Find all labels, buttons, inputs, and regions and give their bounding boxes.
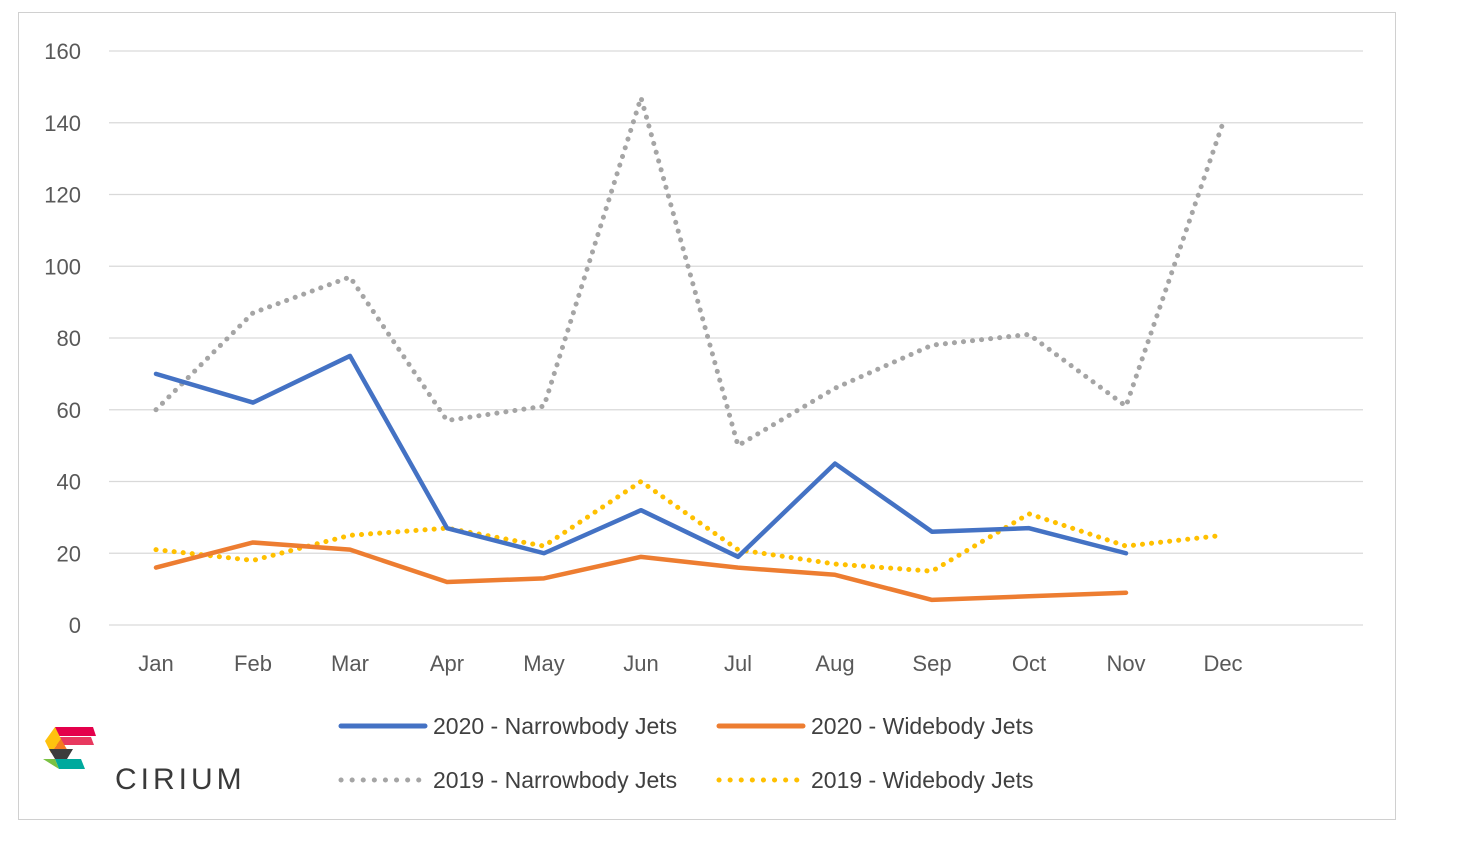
x-tick-label: Apr <box>430 651 464 676</box>
legend-item-0: 2020 - Narrowbody Jets <box>338 713 677 739</box>
y-tick-label: 140 <box>44 111 81 136</box>
x-tick-label: Dec <box>1203 651 1242 676</box>
x-tick-label: Sep <box>912 651 951 676</box>
x-tick-label: Oct <box>1012 651 1046 676</box>
legend-label: 2019 - Narrowbody Jets <box>433 767 677 793</box>
y-tick-label: 160 <box>44 39 81 64</box>
cirium-logo: CIRIUM <box>41 725 271 796</box>
series-line-2 <box>153 95 1226 449</box>
x-tick-label: May <box>523 651 565 676</box>
legend-item-2: 2019 - Narrowbody Jets <box>338 767 677 793</box>
x-tick-label: Aug <box>815 651 854 676</box>
chart-frame: 0 20 40 60 80 100 120 140 160 Jan Feb Mar Apr May Jun… <box>18 12 1396 820</box>
y-tick-label: 120 <box>44 183 81 208</box>
series-lines <box>153 95 1226 603</box>
x-tick-label: Jun <box>623 651 658 676</box>
y-tick-label: 40 <box>57 470 81 495</box>
x-tick-label: Jan <box>138 651 173 676</box>
cirium-logo-icon <box>43 727 96 769</box>
y-tick-label: 100 <box>44 254 81 279</box>
series-line-1 <box>153 540 1129 603</box>
series-line-0 <box>153 353 1129 560</box>
y-tick-label: 80 <box>57 326 81 351</box>
x-tick-label: Jul <box>724 651 752 676</box>
y-axis-tick-labels: 0 20 40 60 80 100 120 140 160 <box>44 39 81 638</box>
gridlines <box>109 50 1363 626</box>
y-tick-label: 20 <box>57 541 81 566</box>
y-tick-label: 0 <box>69 613 81 638</box>
legend-item-1: 2020 - Widebody Jets <box>716 713 1033 739</box>
legend-label: 2020 - Narrowbody Jets <box>433 713 677 739</box>
legend: 2020 - Narrowbody Jets 2020 - Widebody Je… <box>338 713 1033 793</box>
legend-label: 2019 - Widebody Jets <box>811 767 1033 793</box>
series-line-3 <box>153 479 1226 574</box>
line-chart: 0 20 40 60 80 100 120 140 160 Jan Feb Mar Apr May Jun… <box>44 39 1363 793</box>
x-axis-tick-labels: Jan Feb Mar Apr May Jun Jul Aug Sep Oct Nov Dec <box>138 651 1242 676</box>
legend-item-3: 2019 - Widebody Jets <box>716 767 1033 793</box>
legend-label: 2020 - Widebody Jets <box>811 713 1033 739</box>
x-tick-label: Mar <box>331 651 369 676</box>
x-tick-label: Feb <box>234 651 272 676</box>
cirium-logo-text: CIRIUM <box>115 763 246 796</box>
x-tick-label: Nov <box>1106 651 1145 676</box>
y-tick-label: 60 <box>57 398 81 423</box>
